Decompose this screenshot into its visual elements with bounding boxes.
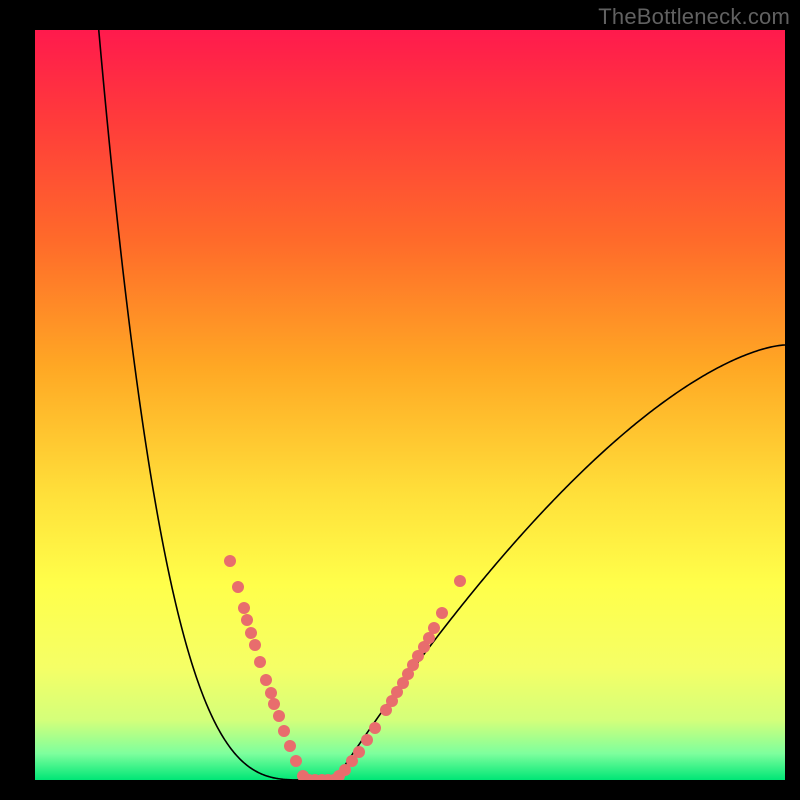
marker-dot: [254, 656, 266, 668]
marker-dot: [428, 622, 440, 634]
marker-dot: [249, 639, 261, 651]
watermark-text: TheBottleneck.com: [598, 4, 790, 30]
marker-dot: [454, 575, 466, 587]
chart-frame: TheBottleneck.com: [0, 0, 800, 800]
marker-dot: [260, 674, 272, 686]
marker-dot: [273, 710, 285, 722]
marker-dot: [436, 607, 448, 619]
marker-dot: [278, 725, 290, 737]
marker-dot: [369, 722, 381, 734]
marker-dot: [346, 755, 358, 767]
marker-dot: [238, 602, 250, 614]
marker-dot: [245, 627, 257, 639]
marker-dot: [268, 698, 280, 710]
marker-dot: [290, 755, 302, 767]
marker-dot: [361, 734, 373, 746]
marker-dot: [284, 740, 296, 752]
marker-dot: [224, 555, 236, 567]
marker-dot: [241, 614, 253, 626]
marker-dot: [353, 746, 365, 758]
marker-dots-layer: [35, 30, 785, 780]
marker-dot: [232, 581, 244, 593]
plot-area: [35, 30, 785, 780]
